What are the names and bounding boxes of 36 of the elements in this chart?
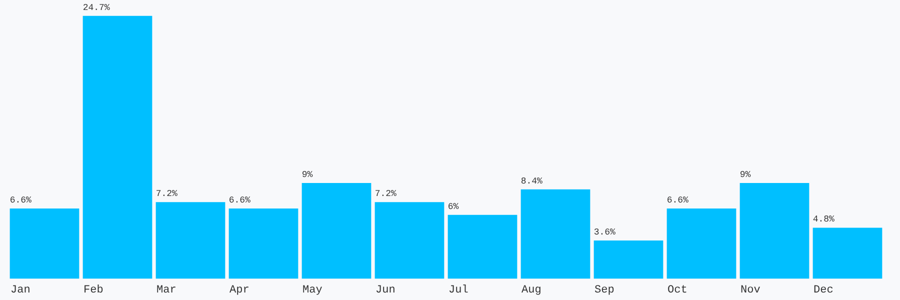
x-tick-label: Aug — [522, 284, 542, 296]
data-label: 6.6% — [228, 195, 252, 206]
bar — [82, 16, 152, 279]
data-label: 6.6% — [666, 195, 690, 206]
data-label: 7.2% — [156, 189, 178, 200]
x-tick-label: Sep — [594, 284, 614, 296]
data-label: 6% — [448, 202, 460, 212]
data-label: 6.6% — [10, 195, 32, 206]
bar — [666, 208, 736, 279]
bar — [812, 228, 882, 279]
bar — [228, 208, 298, 279]
data-label: 3.6% — [594, 227, 616, 238]
data-label: 24.7% — [82, 2, 110, 13]
data-label: 9% — [740, 170, 752, 180]
data-label: 9% — [302, 170, 314, 180]
x-tick-label: Nov — [740, 284, 761, 296]
x-tick-label: Feb — [84, 284, 104, 296]
data-label: 8.4% — [520, 176, 544, 186]
x-tick-label: May — [302, 284, 323, 296]
bar — [740, 183, 810, 279]
bar — [448, 214, 518, 279]
bar — [302, 183, 372, 279]
x-tick-label: Jul — [448, 284, 468, 296]
bar — [594, 240, 664, 279]
x-tick-label: Mar — [156, 284, 176, 296]
x-tick-label: Dec — [814, 284, 834, 296]
x-tick-label: Oct — [668, 284, 688, 296]
x-tick-label: Jan — [10, 284, 30, 296]
x-tick-label: Jun — [376, 284, 396, 296]
data-label: 7.2% — [374, 189, 398, 200]
x-tick-label: Apr — [230, 284, 250, 296]
data-label: 4.8% — [812, 214, 836, 225]
bar — [520, 189, 590, 279]
bar — [156, 202, 226, 279]
bar — [10, 208, 80, 279]
bar — [374, 202, 444, 279]
